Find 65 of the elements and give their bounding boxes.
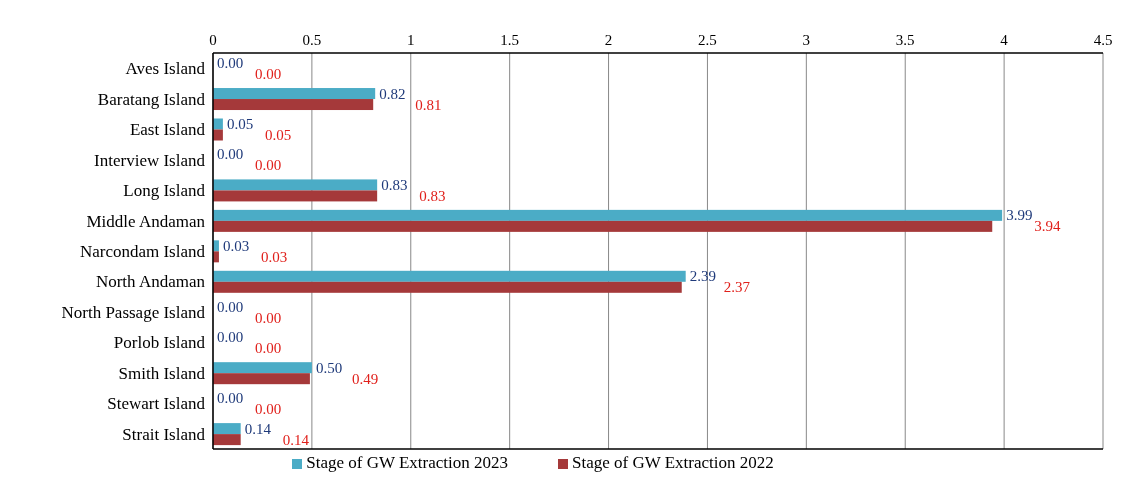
y-tick-label: Aves Island [125, 59, 206, 79]
data-label: 0.05 [226, 115, 254, 132]
bar [213, 270, 686, 282]
data-label: 0.00 [217, 298, 244, 315]
x-tick-label: 4 [1000, 32, 1009, 48]
y-tick-label: East Island [129, 120, 206, 140]
data-label: 2.37 [723, 279, 751, 296]
data-label: 0.05 [264, 126, 292, 143]
bar [213, 129, 223, 141]
y-tick-label: North Andaman [95, 272, 206, 292]
y-tick-label: Smith Island [118, 363, 206, 383]
data-label: 0.49 [351, 370, 379, 387]
bar [213, 362, 312, 374]
y-tick-label: Strait Island [122, 424, 206, 444]
x-tick-label: 1.5 [500, 32, 520, 48]
y-tick-label: Middle Andaman [86, 211, 206, 231]
bar [213, 88, 376, 100]
y-tick-label: Narcondam Island [79, 242, 206, 262]
legend-label: Stage of GW Extraction 2023 [306, 453, 508, 472]
data-label: 0.00 [217, 390, 244, 407]
bar [213, 209, 1003, 221]
data-label: 0.00 [255, 157, 282, 174]
data-label: 0.81 [415, 96, 442, 113]
x-tick-label: 1 [407, 32, 415, 48]
data-label: 3.94 [1034, 218, 1061, 235]
data-label: 0.00 [255, 309, 282, 326]
data-label: 0.00 [217, 146, 244, 163]
data-label: 0.82 [379, 85, 406, 102]
y-tick-label: Stewart Island [107, 394, 206, 414]
bar [213, 118, 223, 130]
data-label: 0.83 [381, 176, 408, 193]
data-label: 0.00 [217, 329, 244, 346]
data-label: 0.03 [260, 248, 288, 265]
y-tick-label: North Passage Island [61, 302, 206, 322]
bar [213, 434, 241, 446]
data-label: 0.14 [282, 431, 310, 448]
x-tick-label: 3.5 [895, 32, 915, 48]
bar [213, 179, 378, 191]
data-label: 0.03 [222, 237, 250, 254]
y-tick-label: Porlob Island [113, 333, 206, 353]
bar [213, 99, 374, 111]
x-tick-label: 2 [604, 32, 613, 48]
y-tick-label: Baratang Island [97, 89, 206, 109]
y-tick-label: Long Island [123, 181, 206, 201]
data-label: 0.83 [419, 187, 446, 204]
data-label: 0.14 [244, 420, 272, 437]
data-label: 0.00 [217, 55, 244, 72]
x-tick-label: 0 [209, 32, 217, 48]
legend-label: Stage of GW Extraction 2022 [572, 453, 774, 472]
y-tick-label: Interview Island [94, 150, 206, 170]
bar [213, 281, 682, 293]
data-label: 0.50 [315, 359, 343, 376]
x-tick-label: 2.5 [698, 32, 717, 48]
x-tick-label: 4.5 [1093, 32, 1113, 48]
data-label: 0.00 [255, 340, 282, 357]
data-label: 0.00 [255, 401, 282, 418]
bar [213, 190, 378, 202]
data-label: 2.39 [689, 268, 716, 285]
bar [213, 423, 241, 435]
data-label: 0.00 [255, 66, 282, 83]
x-tick-label: 0.5 [302, 32, 322, 48]
data-label: 3.99 [1006, 207, 1033, 224]
bar [213, 220, 993, 232]
x-tick-label: 3 [802, 32, 811, 48]
bar [213, 373, 310, 385]
